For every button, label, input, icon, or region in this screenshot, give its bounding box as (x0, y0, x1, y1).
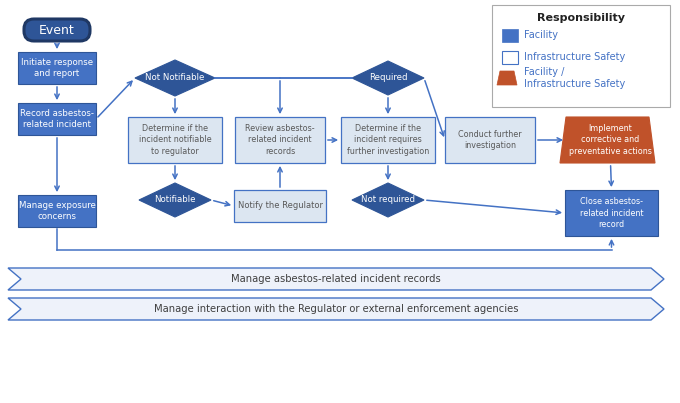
FancyBboxPatch shape (18, 103, 96, 135)
Text: Implement
corrective and
preventative actions: Implement corrective and preventative ac… (569, 125, 652, 156)
Text: Not required: Not required (361, 195, 415, 204)
FancyBboxPatch shape (492, 5, 670, 107)
FancyBboxPatch shape (24, 19, 90, 41)
Text: Notify the Regulator: Notify the Regulator (237, 202, 322, 210)
FancyBboxPatch shape (502, 51, 518, 64)
FancyBboxPatch shape (128, 117, 222, 163)
FancyBboxPatch shape (18, 195, 96, 227)
Polygon shape (352, 183, 424, 217)
Text: Not Notifiable: Not Notifiable (146, 73, 205, 83)
Text: Notifiable: Notifiable (154, 195, 196, 204)
Text: Determine if the
incident requires
further investigation: Determine if the incident requires furth… (347, 125, 429, 156)
FancyBboxPatch shape (445, 117, 535, 163)
Text: Conduct further
investigation: Conduct further investigation (458, 130, 522, 150)
FancyBboxPatch shape (235, 117, 325, 163)
Text: Close asbestos-
related incident
record: Close asbestos- related incident record (580, 197, 643, 229)
Text: Record asbestos-
related incident: Record asbestos- related incident (20, 109, 94, 129)
Polygon shape (497, 71, 517, 85)
Text: Review asbestos-
related incident
records: Review asbestos- related incident record… (245, 125, 315, 156)
FancyBboxPatch shape (234, 190, 326, 222)
Text: Determine if the
incident notifiable
to regulator: Determine if the incident notifiable to … (139, 125, 211, 156)
Text: Manage asbestos-related incident records: Manage asbestos-related incident records (231, 274, 441, 284)
FancyBboxPatch shape (18, 52, 96, 84)
FancyBboxPatch shape (341, 117, 435, 163)
Text: Required: Required (369, 73, 407, 83)
Text: Responsibility: Responsibility (537, 13, 625, 23)
FancyBboxPatch shape (565, 190, 658, 236)
Text: Facility /
Infrastructure Safety: Facility / Infrastructure Safety (524, 67, 625, 89)
Text: Manage interaction with the Regulator or external enforcement agencies: Manage interaction with the Regulator or… (154, 304, 518, 314)
Text: Facility: Facility (524, 30, 558, 40)
Text: Initiate response
and report: Initiate response and report (21, 58, 93, 78)
Polygon shape (8, 268, 664, 290)
Text: Event: Event (39, 23, 75, 37)
Polygon shape (8, 298, 664, 320)
Polygon shape (139, 183, 211, 217)
Text: Manage exposure
concerns: Manage exposure concerns (18, 201, 95, 221)
Polygon shape (560, 117, 655, 163)
FancyBboxPatch shape (502, 29, 518, 42)
Polygon shape (352, 61, 424, 95)
Polygon shape (135, 60, 215, 96)
Text: Infrastructure Safety: Infrastructure Safety (524, 52, 625, 62)
